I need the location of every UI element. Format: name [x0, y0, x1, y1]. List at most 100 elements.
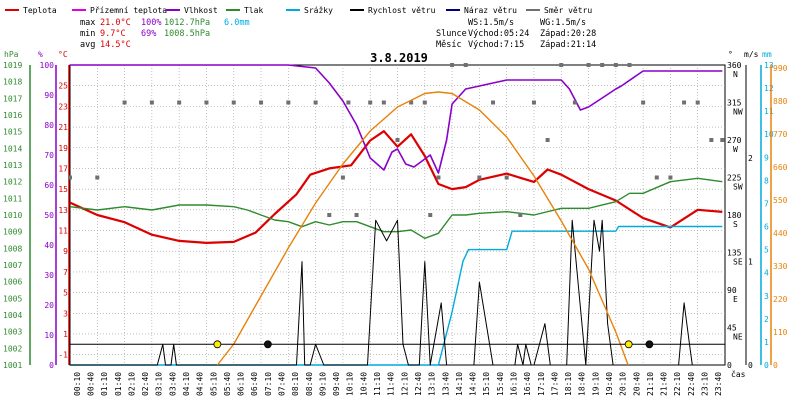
- tick-label-temp: 23: [58, 102, 68, 111]
- wind-direction-mark: [259, 100, 264, 105]
- tick-label-humidity: 50: [44, 211, 54, 220]
- tick-label-hpa: 1014: [3, 144, 22, 153]
- wind-direction-mark: [572, 100, 577, 105]
- tick-label-humidity: 70: [44, 151, 54, 160]
- wind-direction-mark: [436, 175, 441, 180]
- wind-direction-mark: [409, 100, 414, 105]
- x-tick-label: 05:40: [223, 372, 232, 396]
- x-tick-label: 01:40: [114, 372, 123, 396]
- tick-label-hpa: 1015: [3, 128, 22, 137]
- x-tick-label: 08:10: [291, 372, 300, 396]
- tick-label-direction: 0: [727, 361, 732, 370]
- legend-label: Náraz větru: [464, 6, 517, 15]
- moon-set: Západ:21:14: [540, 40, 596, 50]
- tick-label-sun: 660: [773, 163, 788, 172]
- tick-label-precip: 4: [764, 269, 769, 278]
- wind-direction-mark: [177, 100, 182, 105]
- tick-label-precip: 6: [764, 223, 769, 232]
- wind-direction-mark: [463, 63, 468, 67]
- stat-max-pres: 1012.7hPa: [164, 18, 210, 28]
- tick-label-direction: 90: [727, 286, 737, 295]
- tick-label-hpa: 1003: [3, 328, 22, 337]
- legend-label: Srážky: [304, 6, 333, 15]
- tick-label-temp: 3: [63, 309, 68, 318]
- tick-label-precip: 9: [764, 153, 769, 162]
- tick-label-humidity: 90: [44, 91, 54, 100]
- x-tick-label: 20:10: [619, 372, 628, 396]
- tick-label-humidity: 60: [44, 181, 54, 190]
- stat-avg-temp: 14.5°C: [100, 40, 131, 50]
- tick-label-wind: 1: [748, 258, 753, 267]
- wind-ws: WS:1.5m/s: [468, 18, 514, 28]
- tick-label-precip: 5: [764, 246, 769, 255]
- x-tick-label: 03:10: [155, 372, 164, 396]
- wind-direction-mark: [95, 175, 100, 180]
- x-tick-label: 04:40: [196, 372, 205, 396]
- x-tick-label: 19:40: [605, 372, 614, 396]
- wind-direction-mark: [428, 213, 433, 217]
- x-tick-label: 14:40: [469, 372, 478, 396]
- wind-direction-mark: [149, 100, 154, 105]
- x-tick-label: 06:40: [250, 372, 259, 396]
- tick-label-humidity: 40: [44, 241, 54, 250]
- stat-min-label: min: [80, 29, 95, 39]
- stat-max-hum: 100%: [141, 18, 161, 28]
- wind-speed-line: [70, 219, 723, 366]
- legend-label: Teplota: [23, 6, 57, 15]
- axis-label-hpa: hPa: [4, 50, 19, 59]
- x-axis: 00:10 00:40 01:10 01:40 02:10 02:40 03:10 03:40…: [73, 369, 746, 396]
- sun-label: Slunce: [436, 29, 467, 39]
- humidity-line: [70, 64, 723, 174]
- tick-label-direction-name: NE: [733, 333, 743, 342]
- wind-direction-mark: [381, 100, 386, 105]
- tick-label-temp: 5: [63, 289, 68, 298]
- tick-label-humidity: 0: [49, 361, 54, 370]
- wind-direction-mark: [340, 175, 345, 180]
- wind-direction-mark: [654, 175, 659, 180]
- axis-label-wind: m/s: [744, 50, 759, 59]
- axes: hPa1019101810171016101510141013101210111…: [3, 50, 788, 370]
- moonrise-marker: [263, 340, 272, 349]
- tick-label-temp: 9: [63, 247, 68, 256]
- x-tick-label: 11:40: [387, 372, 396, 396]
- tick-label-sun: 770: [773, 130, 788, 139]
- tick-label-sun: 330: [773, 262, 788, 271]
- moon-rise: Východ:7:15: [468, 40, 524, 50]
- legend: Teplota Přízemní teplota Vlhkost Tlak Srážky…: [5, 6, 592, 15]
- wind-wg: WG:1.5m/s: [540, 18, 586, 28]
- moonset-marker: [645, 340, 654, 349]
- temperature-line: [69, 130, 723, 244]
- wind-direction-mark: [122, 100, 127, 105]
- wind-direction-mark: [559, 63, 564, 67]
- x-tick-label: 16:10: [509, 372, 518, 396]
- tick-label-precip: 0: [764, 361, 769, 370]
- tick-label-sun: 110: [773, 328, 788, 337]
- tick-label-direction: 180: [727, 211, 742, 220]
- chart-title: 3.8.2019: [370, 51, 428, 65]
- tick-label-hpa: 1001: [3, 361, 22, 370]
- x-tick-label: 14:10: [455, 372, 464, 396]
- stat-min-pres: 1008.5hPa: [164, 29, 210, 39]
- x-tick-label: 07:10: [264, 372, 273, 396]
- stat-min-hum: 69%: [141, 29, 156, 39]
- tick-label-temp: 19: [58, 144, 68, 153]
- wind-direction-mark: [695, 100, 700, 105]
- tick-label-temp: 25: [58, 82, 68, 91]
- tick-label-direction-name: W: [733, 145, 738, 154]
- tick-label-temp: 7: [63, 268, 68, 277]
- wind-direction-mark: [477, 175, 482, 180]
- x-axis-label: čas: [731, 369, 746, 379]
- wind-direction-mark: [204, 100, 209, 105]
- wind-direction-mark: [518, 213, 523, 217]
- tick-label-precip: 11: [764, 107, 774, 116]
- legend-label: Vlhkost: [184, 6, 218, 15]
- stat-min-temp: 9.7°C: [100, 29, 126, 39]
- axis-label-direction: °: [728, 50, 733, 59]
- legend-label: Tlak: [244, 6, 263, 15]
- stat-max-label: max: [80, 18, 95, 28]
- tick-label-temp: 17: [58, 164, 68, 173]
- wind-direction-mark: [231, 100, 236, 105]
- tick-label-direction-name: SW: [733, 183, 743, 192]
- wind-direction-mark: [491, 100, 496, 105]
